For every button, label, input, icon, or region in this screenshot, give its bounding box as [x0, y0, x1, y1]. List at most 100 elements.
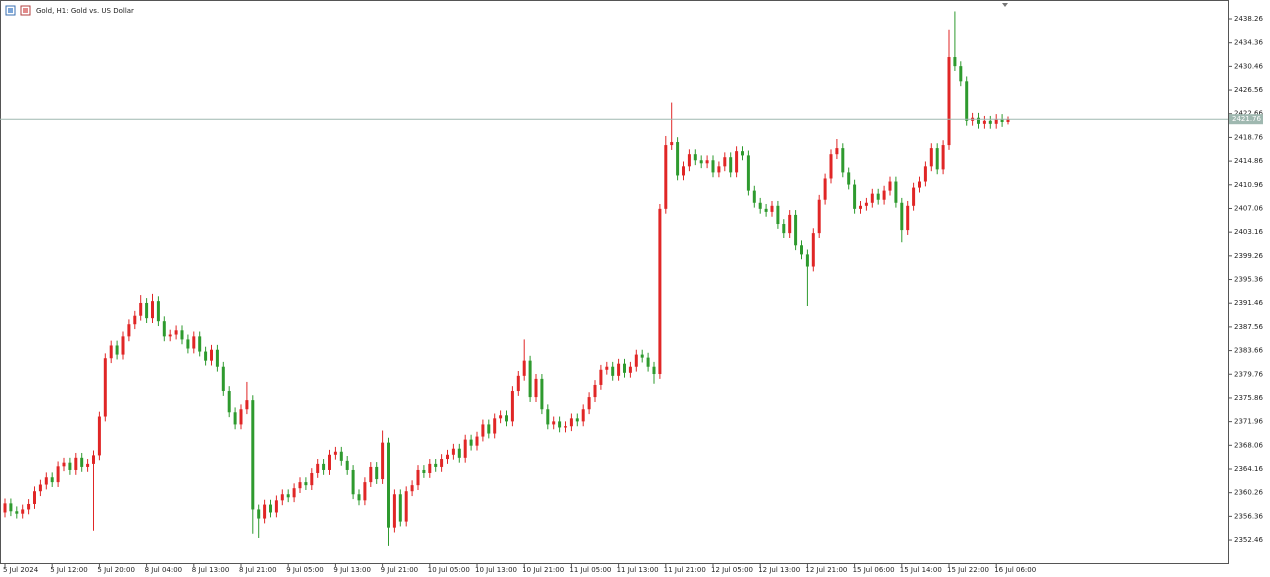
candle-body	[27, 503, 31, 510]
candle-body	[269, 504, 272, 513]
candle-body	[723, 157, 727, 167]
candle-body	[292, 488, 296, 498]
candle-body	[882, 190, 886, 200]
candle-body	[404, 491, 408, 522]
y-tick-label: 2356.36	[1234, 512, 1263, 520]
candle-body	[422, 469, 426, 474]
candle-body	[493, 418, 497, 434]
candle-body	[115, 345, 119, 355]
candle-body	[463, 439, 467, 458]
candle-body	[257, 509, 261, 519]
x-tick-label: 12 Jul 13:00	[758, 566, 800, 574]
candle-body	[481, 424, 485, 437]
x-tick-label: 11 Jul 13:00	[617, 566, 659, 574]
y-tick-label: 2430.46	[1234, 62, 1263, 70]
candle-body	[558, 421, 562, 428]
candle-body	[941, 145, 945, 170]
candle-body	[628, 366, 632, 373]
candle-body	[664, 145, 668, 209]
candle-body	[593, 384, 597, 398]
candle-body	[758, 202, 762, 209]
candle-body	[186, 339, 190, 349]
candle-body	[133, 315, 137, 325]
candle-body	[959, 66, 963, 82]
candle-body	[345, 460, 349, 470]
candle-body	[923, 166, 927, 182]
candle-body	[522, 360, 526, 376]
x-tick-label: 12 Jul 05:00	[711, 566, 753, 574]
candle-body	[741, 151, 744, 156]
candle-body	[929, 148, 933, 167]
candle-body	[617, 363, 621, 376]
candle-body	[298, 482, 302, 489]
candle-body	[988, 120, 992, 124]
candle-body	[80, 457, 84, 467]
candle-body	[451, 448, 455, 455]
candle-body	[776, 205, 780, 225]
candle-body	[97, 416, 101, 456]
candle-body	[800, 245, 803, 255]
y-tick-label: 2434.36	[1234, 39, 1263, 47]
candle-body	[699, 160, 703, 164]
candle-body	[676, 142, 680, 176]
candle-body	[640, 354, 644, 358]
candle-body	[516, 375, 520, 392]
candle-body	[965, 81, 969, 121]
candle-body	[416, 469, 420, 486]
candle-body	[357, 494, 361, 501]
candle-body	[280, 494, 284, 501]
candle-body	[9, 503, 13, 512]
candle-body	[817, 199, 821, 234]
x-tick-label: 9 Jul 05:00	[286, 566, 324, 574]
candle-body	[853, 184, 857, 209]
candle-body	[1006, 119, 1010, 123]
candle-body	[912, 187, 916, 206]
candle-body	[398, 494, 402, 522]
candle-body	[38, 484, 42, 492]
candle-body	[245, 400, 249, 410]
candle-body	[375, 466, 379, 480]
candle-body	[510, 391, 514, 422]
price-label-box	[1229, 114, 1263, 125]
candle-body	[552, 421, 556, 425]
y-tick-label: 2426.56	[1234, 86, 1263, 94]
candle-body	[646, 357, 650, 367]
candle-body	[62, 462, 66, 467]
candle-body	[127, 324, 131, 337]
candle-body	[587, 397, 591, 410]
price-label: 2421.76	[1232, 115, 1261, 123]
candle-body	[546, 409, 550, 425]
candle-body	[717, 166, 721, 173]
candle-body	[499, 415, 503, 419]
y-tick-label: 2364.16	[1234, 465, 1263, 473]
candle-body	[304, 482, 308, 486]
candle-body	[210, 349, 213, 361]
candle-body	[233, 412, 237, 425]
candle-body	[56, 466, 60, 483]
x-tick-label: 8 Jul 21:00	[239, 566, 277, 574]
symbol-icon	[5, 5, 31, 16]
candle-body	[86, 463, 90, 467]
x-tick-label: 8 Jul 13:00	[192, 566, 230, 574]
candle-body	[935, 148, 939, 170]
candle-body	[410, 485, 414, 492]
candle-body	[434, 463, 438, 467]
candle-body	[180, 330, 184, 340]
candle-body	[428, 463, 432, 474]
candle-body	[475, 436, 479, 446]
candle-body	[168, 334, 172, 337]
candle-body	[310, 473, 314, 486]
candle-body	[569, 418, 573, 427]
candle-body	[687, 154, 691, 167]
x-tick-label: 5 Jul 20:00	[97, 566, 135, 574]
candle-body	[221, 366, 225, 392]
candle-body	[841, 148, 845, 173]
x-tick-label: 8 Jul 04:00	[145, 566, 183, 574]
scroll-marker	[1002, 3, 1008, 7]
candle-body	[263, 504, 267, 519]
candle-body	[50, 477, 54, 483]
candle-body	[735, 151, 739, 173]
candle-body	[198, 336, 202, 352]
y-tick-label: 2403.16	[1234, 228, 1263, 236]
candle-body	[900, 202, 904, 231]
